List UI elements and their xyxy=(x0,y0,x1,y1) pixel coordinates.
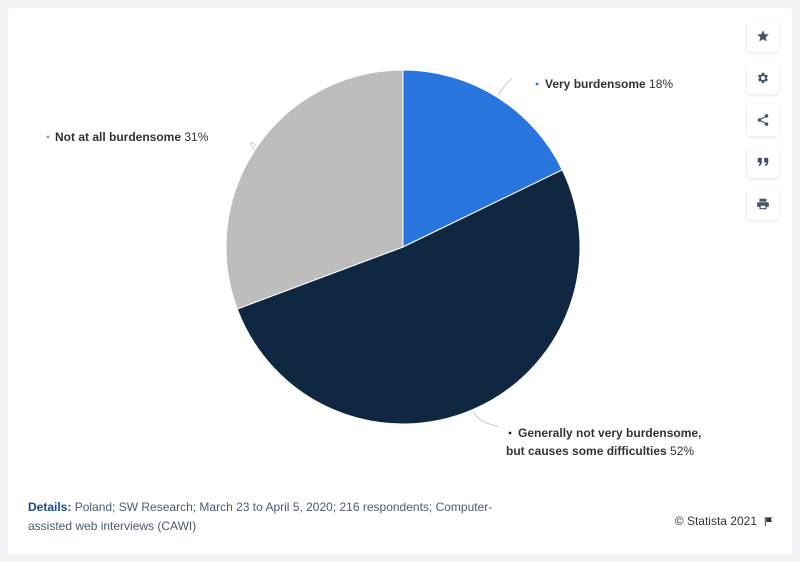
quote-icon xyxy=(757,157,769,167)
settings-button[interactable] xyxy=(747,62,779,94)
star-icon xyxy=(757,30,769,42)
cite-button[interactable] xyxy=(747,146,779,178)
leader-line-0 xyxy=(497,77,513,96)
slice-value-0: 18% xyxy=(646,77,674,91)
chart-details: Details: Poland; SW Research; March 23 t… xyxy=(28,498,528,536)
favorite-button[interactable] xyxy=(747,20,779,52)
pie-slice-0[interactable] xyxy=(402,69,563,248)
copyright: © Statista 2021 xyxy=(675,514,774,528)
details-label: Details: xyxy=(28,500,72,514)
flag-icon[interactable] xyxy=(763,516,774,527)
label-bullet-2 xyxy=(46,135,50,139)
gear-icon xyxy=(757,72,769,84)
label-bullet-1 xyxy=(508,431,512,435)
pie-slice-1[interactable] xyxy=(236,169,581,425)
leader-line-2 xyxy=(250,141,257,151)
print-button[interactable] xyxy=(747,188,779,220)
slice-label-1-line-1: but causes some difficulties 52% xyxy=(506,444,694,458)
chart-toolbar xyxy=(747,20,779,230)
leader-line-1 xyxy=(472,411,499,427)
pie-slice-2[interactable] xyxy=(225,69,404,310)
print-icon xyxy=(757,198,769,210)
share-icon xyxy=(757,114,769,126)
copyright-text: © Statista 2021 xyxy=(674,514,757,528)
slice-label-2: Not at all burdensome 31% xyxy=(55,130,209,144)
slice-label-0: Very burdensome 18% xyxy=(545,77,673,91)
slice-value-1: 52% xyxy=(667,444,695,458)
share-button[interactable] xyxy=(747,104,779,136)
slice-value-2: 31% xyxy=(181,130,209,144)
label-bullet-0 xyxy=(535,82,539,86)
details-text: Poland; SW Research; March 23 to April 5… xyxy=(28,500,493,533)
slice-label-1-line-0: Generally not very burdensome, xyxy=(518,426,701,440)
